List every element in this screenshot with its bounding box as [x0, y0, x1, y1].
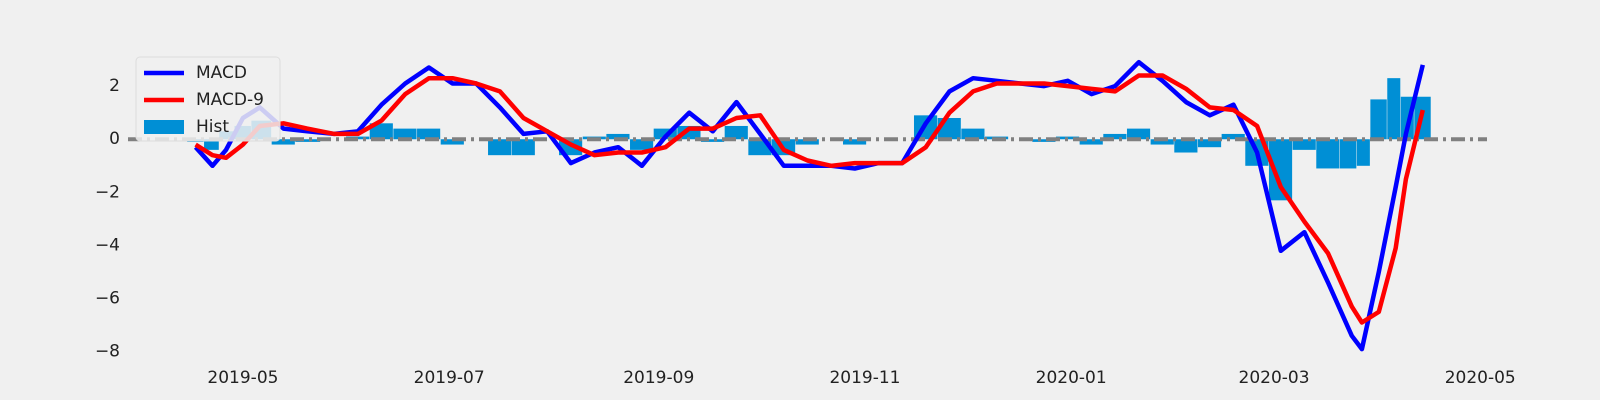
hist-bar	[1174, 139, 1198, 153]
hist-bar	[1387, 78, 1401, 140]
hist-bar	[295, 139, 321, 142]
y-tick-label: −2	[95, 182, 120, 202]
hist-bar	[393, 128, 417, 140]
hist-bar	[204, 139, 219, 150]
hist-bar	[701, 139, 725, 142]
hist-bar	[1356, 139, 1370, 166]
hist-bar	[1197, 139, 1222, 148]
y-tick-label: 2	[109, 76, 120, 96]
hist-bar	[1268, 139, 1293, 201]
x-tick-label: 2019-05	[207, 368, 278, 388]
hist-bar	[511, 139, 535, 156]
hist-bar	[369, 123, 393, 140]
hist-bar	[1150, 139, 1174, 145]
macd-line	[193, 59, 1425, 352]
x-tick-label: 2020-05	[1445, 368, 1516, 388]
hist-bar	[488, 139, 512, 156]
hist-bar	[961, 128, 985, 140]
hist-bar	[1032, 139, 1056, 142]
hist-bar	[1079, 139, 1103, 145]
hist-bar	[417, 128, 441, 140]
y-tick-label: −4	[95, 235, 120, 255]
y-tick-label: −6	[95, 289, 120, 309]
hist-bar	[1103, 133, 1127, 140]
hist-bar	[724, 125, 748, 140]
hist-bar	[842, 139, 867, 145]
x-tick-label: 2019-11	[829, 368, 900, 388]
hist-bar	[271, 139, 295, 145]
legend: MACD MACD-9 Hist	[135, 56, 281, 142]
y-tick-label: 0	[109, 129, 120, 149]
legend-label: MACD-9	[196, 90, 264, 110]
hist-bar	[440, 139, 464, 145]
x-tick-label: 2020-03	[1239, 368, 1310, 388]
y-tick-label: −8	[95, 342, 120, 362]
macd-line	[194, 73, 1425, 325]
hist-bar	[795, 139, 819, 145]
x-tick-label: 2019-09	[623, 368, 694, 388]
hist-bar	[1316, 139, 1340, 169]
legend-label: Hist	[196, 117, 229, 137]
legend-label: MACD	[196, 63, 247, 83]
hist-bar	[630, 139, 654, 150]
x-tick-label: 2020-01	[1036, 368, 1107, 388]
x-tick-label: 2019-07	[414, 368, 485, 388]
hist-bar	[606, 133, 630, 140]
hist-bar	[1339, 139, 1357, 169]
hist-bar	[1292, 139, 1316, 150]
legend-swatch	[144, 120, 184, 134]
hist-bar	[1370, 99, 1387, 140]
hist-bar	[1221, 133, 1245, 140]
hist-bar	[1126, 128, 1151, 140]
